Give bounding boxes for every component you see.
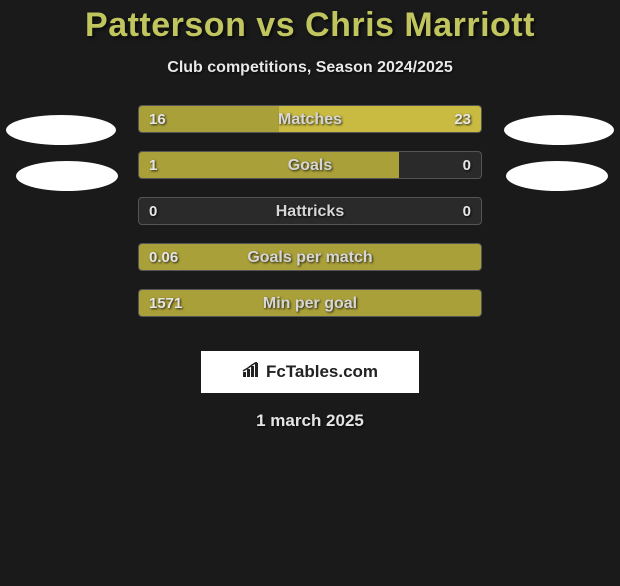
- bar-label: Goals: [139, 152, 481, 179]
- player1-avatar-placeholder: [16, 161, 118, 191]
- bar-label: Hattricks: [139, 198, 481, 225]
- page-subtitle: Club competitions, Season 2024/2025: [0, 59, 620, 77]
- player2-avatar-placeholder: [504, 115, 614, 145]
- bar-label: Matches: [139, 106, 481, 133]
- bar-label: Min per goal: [139, 290, 481, 317]
- bars-container: 1623Matches 10Goals 00Hattricks 0.06Goals p…: [138, 105, 482, 335]
- page-title: Patterson vs Chris Marriott: [0, 6, 620, 45]
- logo: FcTables.com: [242, 362, 378, 383]
- bar-row: 1623Matches: [138, 105, 482, 133]
- player2-avatar-placeholder: [506, 161, 608, 191]
- chart-icon: [242, 362, 262, 383]
- date-label: 1 march 2025: [0, 411, 620, 431]
- bar-row: 00Hattricks: [138, 197, 482, 225]
- player1-avatar-placeholder: [6, 115, 116, 145]
- bar-row: 1571Min per goal: [138, 289, 482, 317]
- bar-row: 10Goals: [138, 151, 482, 179]
- logo-box: FcTables.com: [201, 351, 419, 393]
- comparison-chart: 1623Matches 10Goals 00Hattricks 0.06Goals p…: [0, 105, 620, 345]
- bar-label: Goals per match: [139, 244, 481, 271]
- logo-text: FcTables.com: [266, 362, 378, 382]
- bar-row: 0.06Goals per match: [138, 243, 482, 271]
